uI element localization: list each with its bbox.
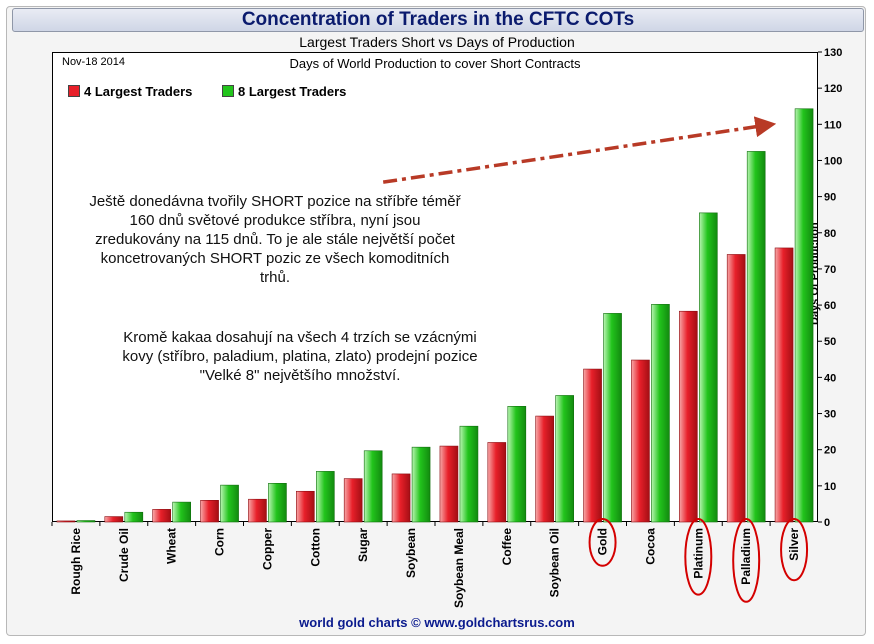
bar-top4-copper <box>248 498 267 523</box>
bar-top4-coffee <box>487 442 507 523</box>
x-tick-label-wheat: Wheat <box>165 528 179 564</box>
legend-swatch-green <box>222 85 234 97</box>
highlight-circle-silver <box>780 518 809 582</box>
chart-title: Concentration of Traders in the CFTC COT… <box>12 8 864 32</box>
y-axis: 0 10 20 30 40 50 60 70 80 90 100 110 120 130 <box>818 47 842 529</box>
bar-top4-soybean-meal <box>439 445 459 523</box>
plot-date: Nov-18 2014 <box>62 56 125 68</box>
plot-subtitle: Days of World Production to cover Short … <box>289 56 581 71</box>
bar-top8-rough-rice <box>76 520 96 523</box>
chart-subtitle: Largest Traders Short vs Days of Product… <box>299 34 575 50</box>
y-tick-label-60: 60 <box>824 300 836 312</box>
legend-item-8-largest: 8 Largest Traders <box>222 84 346 99</box>
y-tick-label-110: 110 <box>824 119 842 131</box>
x-axis: Rough Rice Crude Oil Wheat Corn Copper Cotton… <box>51 522 801 608</box>
x-tick-label-palladium: Palladium <box>739 528 753 585</box>
bar-top4-crude-oil <box>104 516 124 523</box>
bar-top8-wheat <box>172 501 191 523</box>
legend-label-8-largest: 8 Largest Traders <box>238 84 347 99</box>
y-tick-label-70: 70 <box>824 264 836 276</box>
highlight-circle-palladium <box>732 518 761 603</box>
bar-top8-palladium <box>746 151 766 523</box>
bar-top8-corn <box>220 484 239 523</box>
y-tick-label-40: 40 <box>824 372 836 384</box>
footer-credit: world gold charts © www.goldchartsrus.co… <box>299 615 575 630</box>
y-tick-label-100: 100 <box>824 155 842 167</box>
legend-label-4-largest: 4 Largest Traders <box>84 84 193 99</box>
y-tick-label-30: 30 <box>824 409 836 421</box>
x-tick-label-gold: Gold <box>596 528 610 555</box>
y-tick-label-80: 80 <box>824 228 836 240</box>
x-tick-label-corn: Corn <box>213 528 227 556</box>
bar-top8-sugar <box>363 450 383 523</box>
y-tick-label-130: 130 <box>824 47 842 59</box>
bar-top8-cotton <box>316 471 335 523</box>
x-tick-label-soybean-meal: Soybean Meal <box>452 528 466 608</box>
bar-top8-soybean-meal <box>459 425 479 523</box>
legend-swatch-red <box>68 85 80 97</box>
highlight-circles <box>588 518 809 603</box>
bar-top8-platinum <box>699 212 718 523</box>
bar-top4-platinum <box>679 310 698 523</box>
x-tick-label-soybean-oil: Soybean Oil <box>548 528 562 597</box>
annotation-metals-note: Kromě kakaa dosahují na všech 4 trzích s… <box>122 329 478 384</box>
y-tick-label-10: 10 <box>824 481 836 493</box>
bar-top8-cocoa <box>651 304 670 523</box>
y-tick-label-0: 0 <box>824 517 830 529</box>
trend-arrow <box>382 116 777 184</box>
y-tick-label-50: 50 <box>824 336 836 348</box>
y-tick-label-120: 120 <box>824 83 842 95</box>
highlight-circle-gold <box>588 518 617 567</box>
bar-top4-cotton <box>296 490 315 523</box>
x-tick-label-copper: Copper <box>260 528 274 570</box>
bar-top8-soybean <box>411 446 431 523</box>
x-tick-label-platinum: Platinum <box>691 528 705 579</box>
bar-top4-gold <box>583 368 602 523</box>
y-tick-label-20: 20 <box>824 445 836 457</box>
legend-item-4-largest: 4 Largest Traders <box>68 84 192 99</box>
bar-top4-wheat <box>152 509 171 523</box>
y-tick-label-90: 90 <box>824 192 836 204</box>
highlight-circle-platinum <box>684 518 713 596</box>
x-tick-label-sugar: Sugar <box>356 528 370 562</box>
x-tick-label-coffee: Coffee <box>500 528 514 566</box>
bar-top4-corn <box>200 500 219 523</box>
x-tick-label-cocoa: Cocoa <box>643 528 657 565</box>
bar-top4-palladium <box>726 254 746 523</box>
bar-top4-silver <box>774 247 794 523</box>
bar-top4-soybean-oil <box>535 415 554 523</box>
bar-top8-coffee <box>507 406 527 523</box>
bar-top4-soybean <box>391 473 411 523</box>
trend-arrow-line <box>382 116 777 184</box>
x-tick-label-silver: Silver <box>787 528 801 561</box>
bar-top8-crude-oil <box>124 511 144 523</box>
bars-group <box>56 108 814 523</box>
x-tick-label-crude-oil: Crude Oil <box>117 528 131 582</box>
x-tick-label-soybean: Soybean <box>404 528 418 578</box>
bar-top8-silver <box>794 108 814 523</box>
bar-top4-cocoa <box>631 359 650 523</box>
bar-top8-soybean-oil <box>555 395 574 523</box>
bar-top4-rough-rice <box>56 520 76 523</box>
bar-top8-gold <box>603 313 622 523</box>
x-tick-label-rough-rice: Rough Rice <box>69 528 83 595</box>
annotation-silver-note: Ještě donedávna tvořily SHORT pozice na … <box>89 193 461 286</box>
bar-top8-copper <box>268 483 287 523</box>
x-tick-label-cotton: Cotton <box>308 528 322 567</box>
bar-top4-sugar <box>343 478 363 523</box>
